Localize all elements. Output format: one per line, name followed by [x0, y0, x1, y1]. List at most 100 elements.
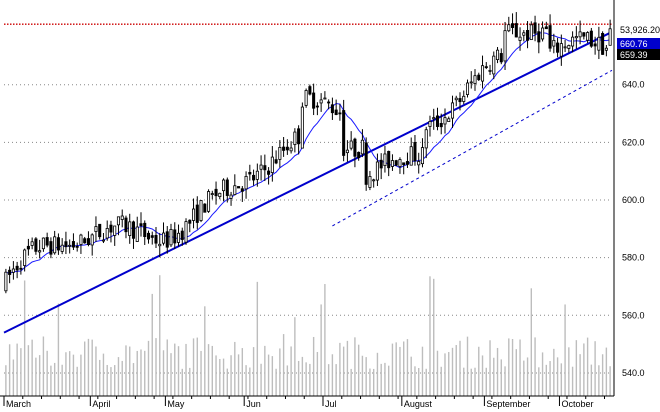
candle-body-down [511, 23, 515, 28]
candle [225, 177, 229, 203]
candle-body-down [556, 42, 560, 53]
candle [375, 153, 379, 186]
candle-body-up [278, 146, 282, 160]
candle-body-up [567, 45, 571, 49]
candle-body-up [465, 82, 470, 95]
candle-body-up [113, 225, 117, 236]
candle [330, 97, 334, 120]
candle [131, 220, 136, 249]
candle-body-up [503, 30, 507, 62]
candle-body-up [492, 55, 496, 75]
candle [571, 31, 575, 53]
candle [342, 99, 346, 162]
candle-body-up [360, 139, 364, 155]
candle [357, 151, 361, 161]
candle-body-up [372, 179, 376, 182]
candle [492, 51, 496, 80]
candle [180, 227, 184, 246]
candle-body-down [267, 170, 271, 175]
candle-body-up [409, 146, 413, 166]
candle-body-up [176, 232, 181, 243]
candle [83, 236, 87, 244]
candle-body-up [41, 237, 45, 250]
volume-bars [5, 275, 611, 396]
candle-body-up [68, 244, 72, 247]
candle-body-down [237, 186, 241, 189]
candle-body-up [522, 32, 526, 36]
candle [586, 31, 590, 43]
candle-body-down [458, 98, 462, 103]
candle [420, 138, 424, 168]
candle-body-up [574, 36, 578, 39]
candle [248, 164, 252, 181]
y-tick-label: 580.0 [622, 253, 645, 263]
candle [94, 216, 98, 243]
candle [86, 231, 90, 247]
candle-body-up [349, 140, 353, 149]
candle [574, 26, 578, 49]
candle [443, 108, 447, 134]
candle [458, 92, 462, 111]
month-label: August [404, 399, 433, 409]
month-label: September [486, 399, 530, 409]
candle-body-down [49, 241, 53, 255]
candle [503, 21, 507, 70]
candle [188, 219, 192, 233]
candle [124, 215, 128, 239]
candle [199, 200, 203, 223]
candle [604, 45, 608, 57]
candle-body-down [477, 74, 481, 81]
candle [116, 216, 120, 236]
candle-body-down [64, 241, 68, 248]
candle-body-down [315, 105, 319, 108]
candle [214, 181, 218, 205]
candle [41, 237, 45, 252]
candle [146, 230, 151, 244]
candle-body-down [533, 22, 537, 34]
candle-body-up [417, 161, 421, 166]
resistance-tag-box [617, 38, 660, 49]
candle-body-up [229, 194, 233, 199]
moving-average-line [5, 32, 611, 274]
candle-body-up [319, 99, 323, 104]
candle-body-down [214, 188, 218, 197]
candle-body-up [469, 81, 473, 84]
candle-body-down [413, 142, 417, 162]
candle-body-down [405, 161, 409, 165]
candle-body-down [146, 232, 151, 240]
candle [11, 261, 15, 280]
month-label: October [561, 399, 593, 409]
trend-lines [3, 23, 613, 334]
candle-body-down [394, 160, 398, 166]
candle [38, 239, 42, 259]
candle [161, 222, 166, 246]
candle [26, 238, 30, 256]
candle [210, 190, 214, 200]
candle [165, 226, 169, 254]
candle-body-up [161, 232, 166, 244]
candle [597, 26, 601, 60]
candle-body-up [23, 249, 27, 266]
candle [589, 27, 593, 48]
candle [447, 116, 451, 122]
candle-body-up [218, 192, 222, 197]
candle-body-up [443, 117, 447, 125]
candle-body-up [158, 243, 162, 247]
candle [143, 220, 147, 245]
candle-body-up [375, 161, 379, 181]
candle-body-down [338, 112, 342, 115]
candle-body-up [552, 39, 556, 47]
candle-body-up [420, 147, 424, 165]
candle [390, 154, 394, 171]
candle-body-down [26, 245, 30, 250]
candle-body-up [30, 241, 34, 246]
candle [15, 261, 19, 279]
candle-body-up [255, 170, 259, 180]
candle-body-up [128, 221, 132, 236]
candle-body-up [578, 31, 582, 38]
candle-body-up [462, 95, 466, 102]
candle [507, 16, 511, 33]
candle-body-down [435, 115, 440, 127]
candle [49, 237, 53, 259]
candle [158, 232, 162, 258]
